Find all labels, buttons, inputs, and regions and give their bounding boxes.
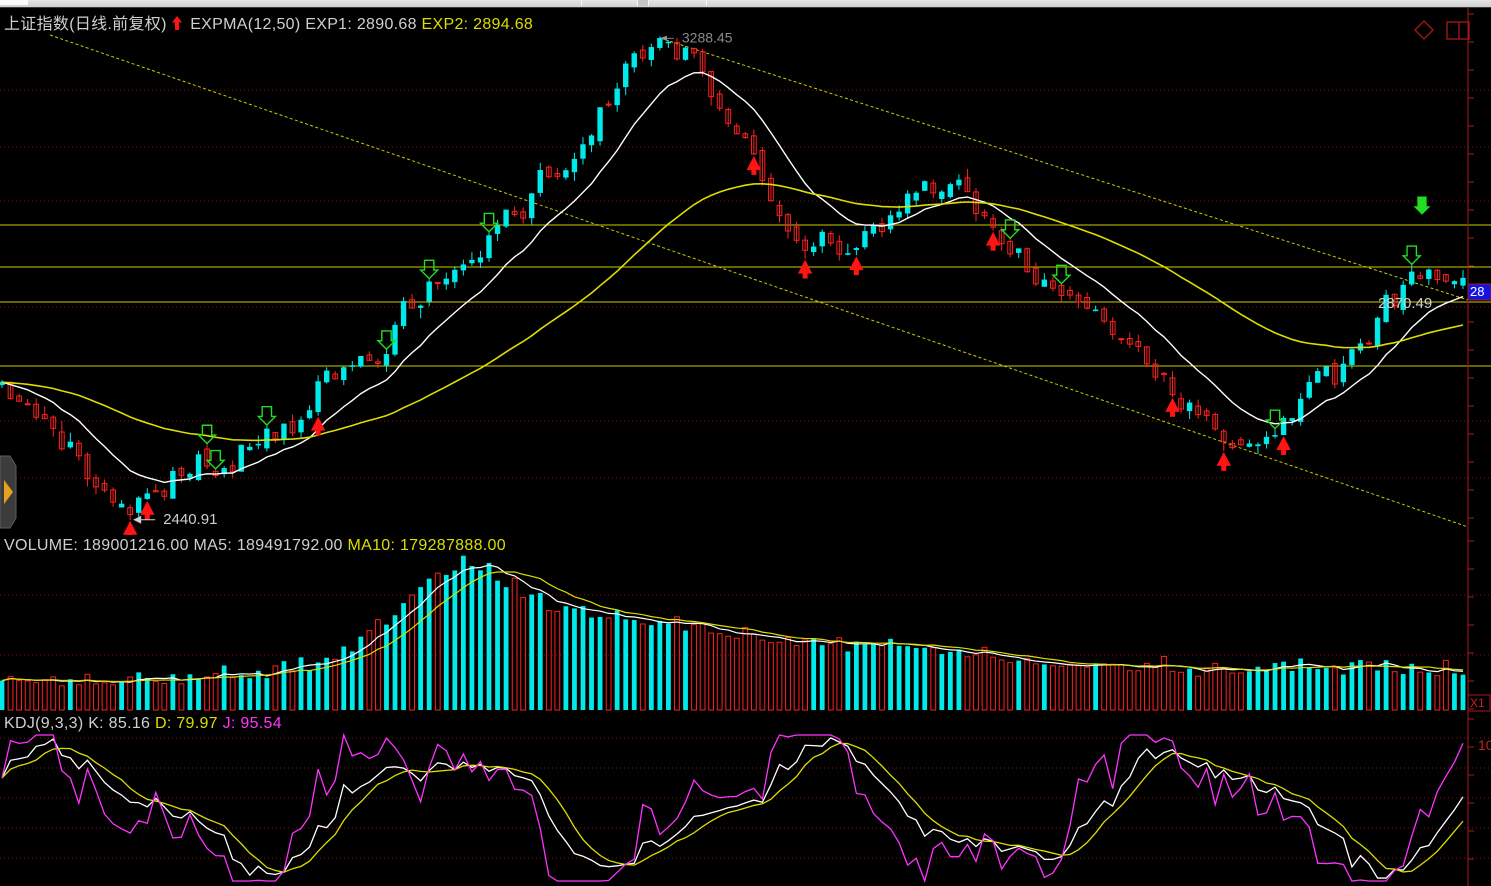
svg-text:2440.91: 2440.91: [163, 511, 217, 528]
svg-text:X1: X1: [1470, 696, 1485, 710]
svg-text:2870.49: 2870.49: [1378, 295, 1432, 312]
svg-text:100: 100: [1478, 737, 1491, 753]
svg-text:3288.45: 3288.45: [682, 29, 733, 45]
svg-text:28: 28: [1470, 284, 1484, 299]
